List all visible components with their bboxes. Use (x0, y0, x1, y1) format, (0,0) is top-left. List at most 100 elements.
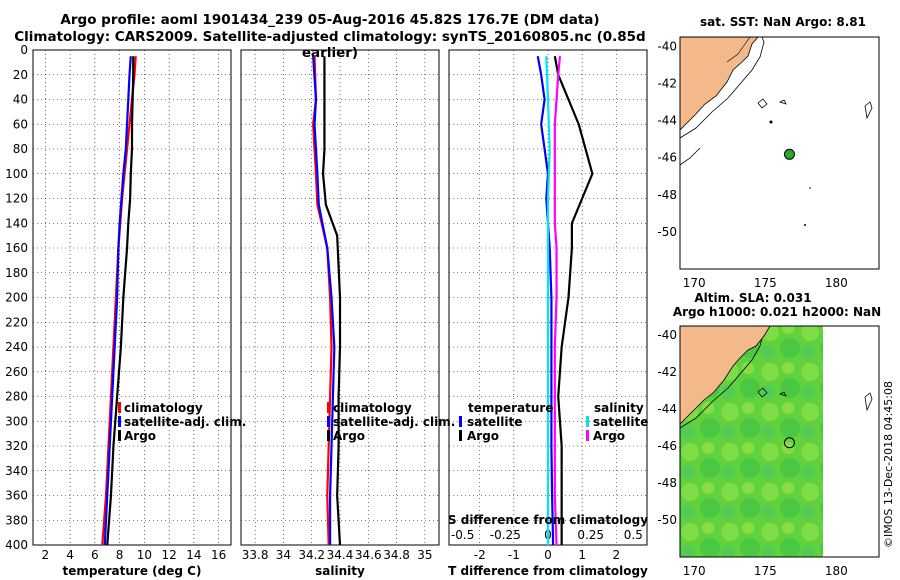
temperature-x-tick-label: 14 (186, 548, 201, 562)
s-difference-tick-label: -0.5 (451, 528, 474, 542)
legend-swatch-satellite (118, 416, 121, 427)
map-lat-tick-label: -46 (657, 439, 677, 453)
depth-tick-label: 280 (5, 390, 28, 404)
salinity-axis-label: salinity (315, 564, 365, 578)
map-lon-tick-label: 175 (754, 276, 777, 290)
map-lon-tick-label: 180 (825, 276, 848, 290)
depth-tick-label: 260 (5, 365, 28, 379)
legend-climatology: climatology (124, 401, 203, 415)
difference-series-temperature-argo (553, 55, 594, 545)
salinity-x-tick-label: 35 (417, 548, 432, 562)
difference-series-salinity-argo (553, 56, 562, 545)
temperature-series-argo (106, 56, 135, 545)
depth-tick-label: 200 (5, 291, 28, 305)
depth-tick-label: 220 (5, 315, 28, 329)
map-lon-tick-label: 170 (683, 564, 706, 578)
difference-x-tick-label: -1 (508, 548, 520, 562)
s-difference-tick-label: 0.25 (577, 528, 604, 542)
temperature-x-tick-label: 4 (66, 548, 74, 562)
depth-tick-label: 180 (5, 266, 28, 280)
depth-tick-label: 240 (5, 340, 28, 354)
sla-map-title-line1: Altim. SLA: 0.031 (694, 291, 811, 305)
depth-tick-label: 400 (5, 538, 28, 552)
new-zealand-land (680, 37, 759, 131)
depth-tick-label: 60 (13, 117, 28, 131)
islands-contour (757, 387, 873, 412)
difference-grid (449, 50, 647, 545)
sst-map (680, 37, 879, 269)
difference-series-temperature-satellite (536, 55, 555, 545)
t-difference-axis-label: T difference from climatology (448, 564, 648, 578)
depth-tick-label: 100 (5, 167, 28, 181)
coastline-detail (726, 37, 751, 63)
depth-tick-label: 20 (13, 68, 28, 82)
figure-title-line1: Argo profile: aoml 1901434_239 05-Aug-20… (60, 12, 600, 28)
temperature-axis-label: temperature (deg C) (63, 564, 202, 578)
map-lat-tick-label: -40 (657, 39, 677, 53)
difference-series-salinity-satellite (545, 56, 551, 545)
legend-swatch-t-satellite (459, 416, 462, 427)
legend-swatch-argo (118, 430, 121, 441)
difference-x-ticks: -2 -1 0 1 2 (474, 548, 620, 562)
s-difference-top-ticks: -0.5 -0.25 0 0.25 0.5 (451, 528, 643, 542)
salinity-x-tick-label: 34.2 (298, 548, 325, 562)
salinity-series-argo (321, 56, 342, 545)
depth-tick-label: 40 (13, 93, 28, 107)
depth-axis-ticks: 0 20 40 60 80 100 120 140 160 180 200 220 240 260 280 3… (5, 43, 28, 552)
s-difference-axis-label: S difference from climatology (448, 513, 648, 527)
temperature-x-tick-label: 8 (116, 548, 124, 562)
difference-series (536, 55, 594, 545)
map-lon-tick-label: 175 (754, 564, 777, 578)
map-lat-tick-label: -48 (657, 188, 677, 202)
legend-satellite-adj: satellite-adj. clim. (333, 415, 455, 429)
temperature-series-satellite-adj-clim- (103, 56, 132, 545)
map-lat-tick-label: -46 (657, 151, 677, 165)
depth-tick-label: 120 (5, 192, 28, 206)
legend-s-satellite: satellite (593, 415, 648, 429)
salinity-x-tick-label: 33.8 (242, 548, 269, 562)
depth-tick-label: 0 (20, 43, 28, 57)
depth-tick-label: 140 (5, 216, 28, 230)
legend-swatch-s-argo (586, 430, 589, 441)
s-difference-tick-label: -0.25 (490, 528, 521, 542)
salinity-x-tick-label: 34.8 (383, 548, 410, 562)
salinity-x-ticks: 33.8 34 34.2 34.4 34.6 34.8 35 (242, 548, 433, 562)
map-lon-tick-label: 180 (825, 564, 848, 578)
temperature-x-tick-label: 10 (137, 548, 152, 562)
map-lat-tick-label: -44 (657, 114, 677, 128)
sst-map-frame (679, 36, 880, 270)
figure-title-line2: Climatology: CARS2009. Satellite-adjuste… (14, 29, 646, 61)
small-island (809, 187, 811, 189)
depth-tick-label: 300 (5, 414, 28, 428)
salinity-series (312, 56, 342, 545)
small-island (804, 224, 806, 226)
legend-climatology: climatology (333, 401, 412, 415)
temperature-x-tick-label: 12 (161, 548, 176, 562)
temperature-series-climatology (101, 56, 137, 545)
depth-tick-label: 340 (5, 464, 28, 478)
legend-swatch-argo (327, 430, 330, 441)
depth-tick-label: 360 (5, 489, 28, 503)
depth-tick-label: 380 (5, 513, 28, 527)
legend-salinity-title: salinity (594, 401, 644, 415)
salinity-series-satellite-adj-clim- (312, 56, 336, 545)
bathymetry-contour-outer (680, 329, 765, 429)
legend-swatch-climatology (118, 402, 121, 413)
map-lat-tick-label: -48 (657, 476, 677, 490)
temperature-x-ticks: 2 4 6 8 10 12 14 16 (42, 548, 227, 562)
sla-map-frame (679, 325, 880, 558)
map-lat-tick-label: -44 (657, 402, 677, 416)
legend-temperature-title: temperature (468, 401, 553, 415)
bathymetry-contour-outer (680, 37, 765, 166)
temperature-x-tick-label: 2 (42, 548, 50, 562)
legend-t-argo: Argo (467, 429, 499, 443)
sla-map (680, 326, 879, 557)
sst-map-ticks: -40 -42 -44 -46 -48 -50 170 175 180 (657, 39, 847, 290)
legend-t-satellite: satellite (467, 415, 522, 429)
depth-tick-label: 320 (5, 439, 28, 453)
temperature-legend: climatology satellite-adj. clim. Argo (118, 401, 246, 443)
depth-tick-label: 80 (13, 142, 28, 156)
salinity-x-tick-label: 34 (276, 548, 291, 562)
difference-x-tick-label: -2 (474, 548, 486, 562)
